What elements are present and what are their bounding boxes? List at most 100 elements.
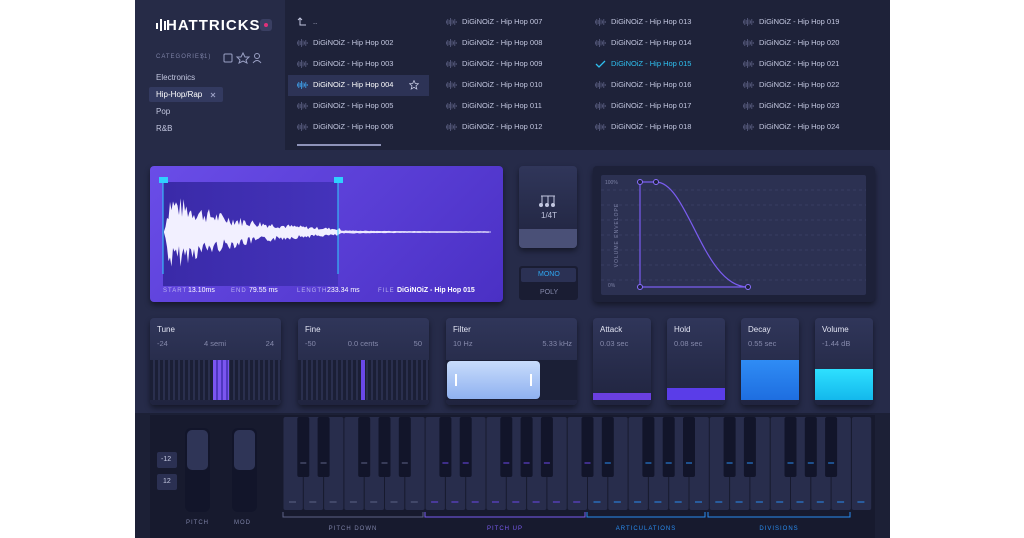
file-item: DiGiNOiZ - Hip Hop 003 — [313, 59, 394, 68]
wave-bar — [596, 40, 598, 46]
wave-bar — [745, 20, 747, 24]
wave-bar — [750, 20, 751, 24]
attack-fill[interactable] — [593, 393, 651, 400]
file-item: DiGiNOiZ - Hip Hop 012 — [462, 122, 543, 131]
mono-label: MONO — [538, 271, 560, 278]
mono-button[interactable] — [521, 268, 576, 282]
power-button[interactable] — [260, 19, 272, 31]
wave-bar — [451, 19, 453, 25]
wave-bar — [450, 123, 451, 131]
white-key — [851, 417, 872, 510]
wave-bar — [602, 104, 603, 108]
wave-bar — [599, 81, 600, 89]
wave-bar — [455, 105, 457, 107]
marker-flag — [334, 177, 343, 183]
wave-bar — [453, 62, 454, 66]
wave-bar — [446, 20, 447, 24]
black-key — [520, 417, 533, 477]
wave-bar — [747, 60, 748, 68]
env-point — [653, 179, 659, 185]
keyboard[interactable] — [0, 413, 1024, 538]
octave-up-button[interactable] — [157, 474, 177, 490]
wave-bar — [447, 40, 449, 46]
file-item: DiGiNOiZ - Hip Hop 024 — [759, 122, 840, 131]
file-item: DiGiNOiZ - Hip Hop 020 — [759, 38, 840, 47]
wave-bar — [751, 40, 753, 46]
wave-bar — [745, 104, 747, 108]
wave-bar — [302, 124, 304, 130]
file-icon — [446, 102, 457, 110]
black-key — [439, 417, 452, 477]
filter-range[interactable] — [447, 361, 540, 399]
octave-down-button[interactable] — [157, 452, 177, 468]
file-icon — [446, 81, 457, 89]
marker-flag — [159, 177, 168, 183]
mod-wheel-top — [234, 430, 255, 470]
file-icon — [743, 60, 754, 68]
wave-bar — [447, 61, 449, 67]
hold-fill[interactable] — [667, 388, 725, 400]
length-label: LENGTH — [297, 288, 328, 294]
envelope-curve[interactable] — [593, 166, 875, 302]
wave-bar — [455, 126, 457, 128]
wave-bar — [604, 84, 606, 86]
file-item: .. — [313, 17, 318, 26]
poly-label: POLY — [540, 289, 559, 296]
wave-bar — [305, 40, 307, 46]
zone-label: PITCH UP — [486, 526, 523, 532]
file-icon — [297, 102, 308, 110]
wave-bar — [745, 62, 747, 66]
wave-bar — [595, 20, 596, 24]
file-item: DiGiNOiZ - Hip Hop 008 — [462, 38, 543, 47]
wave-bar — [747, 102, 748, 110]
wave-bar — [306, 63, 308, 65]
end-value: 79.55 ms — [249, 287, 278, 294]
wave-bar — [306, 105, 308, 107]
remove-category[interactable] — [209, 91, 217, 99]
wave-bar — [306, 42, 308, 44]
wave-bar — [302, 82, 304, 88]
start-label: START — [163, 288, 188, 294]
envelope-title: VOLUME ENVELOPE — [614, 202, 621, 268]
wave-bar — [750, 104, 751, 108]
wave-bar — [455, 84, 457, 86]
volume-fill[interactable] — [815, 369, 873, 400]
file-icon — [595, 39, 606, 47]
wave-bar — [752, 126, 754, 128]
black-key — [601, 417, 614, 477]
decay-fill[interactable] — [741, 360, 799, 400]
control-value: 0.55 sec — [748, 339, 777, 348]
scrollbar[interactable] — [297, 144, 381, 146]
wave-bar — [454, 82, 456, 88]
wave-bar — [447, 103, 449, 109]
wave-bar — [306, 84, 308, 86]
wave-bar — [302, 61, 304, 67]
category-tools[interactable] — [222, 52, 266, 64]
wave-bar — [603, 82, 605, 88]
wave-bar — [298, 40, 300, 46]
wave-bar — [453, 104, 454, 108]
wave-bar — [305, 103, 307, 109]
wave-bar — [450, 102, 451, 110]
wave-bar — [454, 124, 456, 130]
favorite-star[interactable] — [409, 80, 419, 90]
file-item: DiGiNOiZ - Hip Hop 009 — [462, 59, 543, 68]
file-icon — [595, 102, 606, 110]
black-key — [581, 417, 594, 477]
fine-handle[interactable] — [361, 360, 365, 400]
env-point — [637, 284, 643, 290]
zone-bracket — [586, 512, 706, 518]
wave-bar — [596, 82, 598, 88]
control-max: 50 — [413, 339, 422, 348]
wave-bar — [751, 61, 753, 67]
black-key — [297, 417, 310, 477]
control-value: 4 semi — [203, 339, 227, 348]
file-icon — [297, 17, 306, 26]
tune-handle[interactable] — [213, 360, 229, 400]
file-icon — [743, 123, 754, 131]
wave-bar — [752, 63, 754, 65]
wave-bar — [600, 103, 602, 109]
zone-bracket — [424, 512, 586, 518]
wave-bar — [450, 81, 451, 89]
wave-bar — [299, 104, 301, 108]
